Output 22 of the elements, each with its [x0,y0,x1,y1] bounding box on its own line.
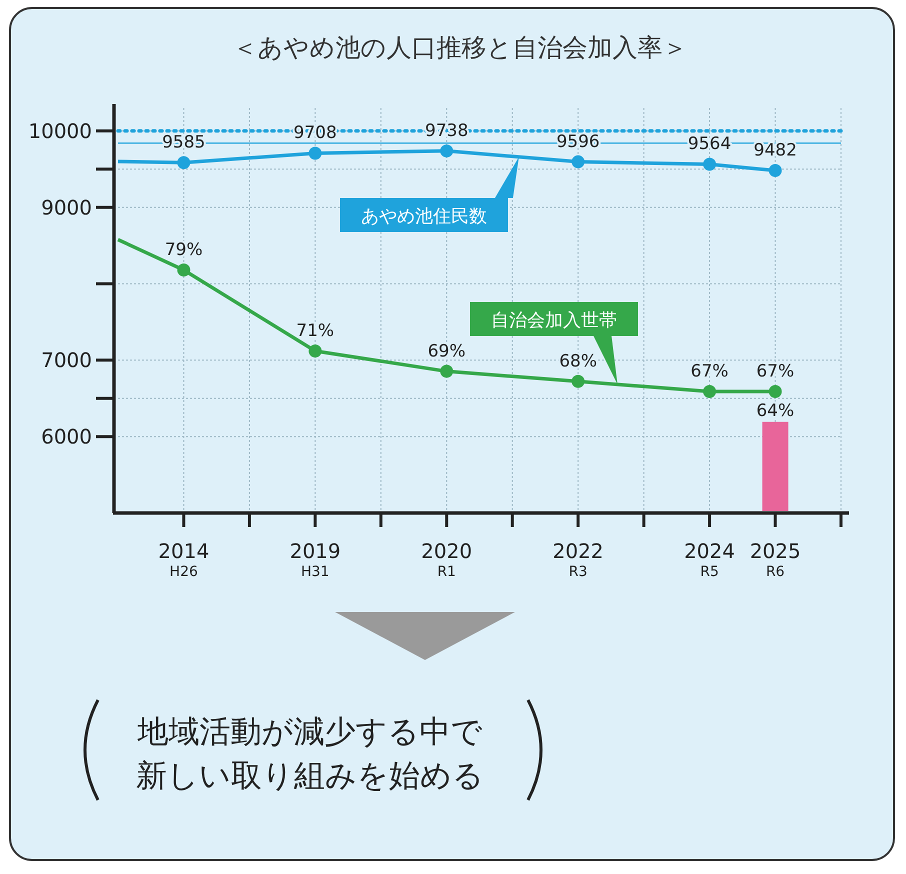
text: 地域活動が減少する中で新しい取り組みを始める [136,714,484,794]
data-label: 64% [756,400,794,421]
point [308,344,322,358]
data-label: 9482 [754,140,797,161]
data-label: 67% [756,362,794,382]
point [768,385,782,398]
data-label: 69% [428,341,466,362]
data-label: 71% [296,321,334,341]
point [572,374,585,388]
data-label: 79% [164,240,203,260]
point [703,385,716,398]
y-tick-label: 9000 [41,195,92,220]
point [440,364,454,378]
y-tick-label: 10000 [28,118,92,143]
point [177,264,190,276]
text: あやめ池住民数 [361,206,487,227]
y-tick-label: 7000 [41,348,92,372]
data-label: 67% [690,362,728,382]
text: 自治会加入世帯 [491,310,617,331]
data-label: 68% [559,351,597,372]
chart-title: ＜あやめ池の人口推移と自治会加入率＞ [232,33,688,62]
y-tick-label: 6000 [41,424,92,449]
